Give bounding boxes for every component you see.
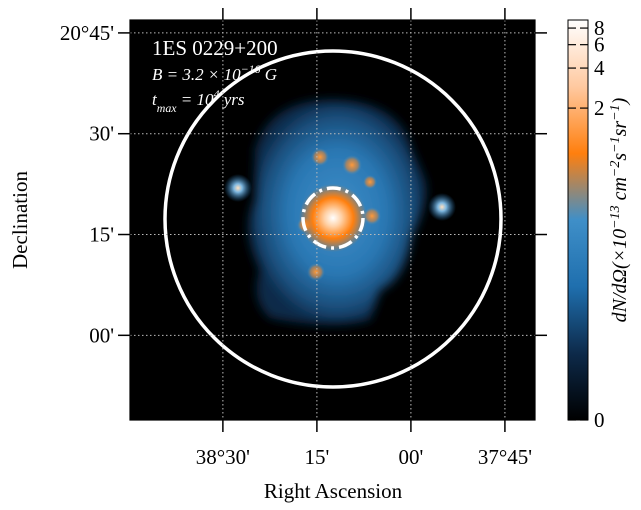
text-segment: −16 [241,62,261,76]
colorbar-tick-label: 6 [594,33,605,57]
colorbar-tick-label: 8 [594,16,605,40]
annotation-line: 1ES 0229+200 [152,36,278,60]
text-segment: t [152,90,158,109]
text-segment: ) [609,97,631,105]
colorbar-tick-label: 4 [594,56,605,80]
text-segment: B = 3.2 × 10 [152,65,241,84]
text-segment: −1 [608,104,623,120]
text-segment: = 10 [177,90,214,109]
colorbar-label: dN/dΩ(×10−13 cm−2s−1sr−1) [608,97,632,322]
text-segment: −13 [608,205,623,228]
x-tick-label: 00' [399,445,424,469]
text-segment: G [261,65,278,84]
x-axis-label: Right Ascension [264,479,403,503]
text-segment: −1 [608,136,623,152]
colorbar-tick-label: 0 [594,408,605,432]
text-segment: s [609,153,631,161]
colorbar-tick-label: 2 [594,96,605,120]
x-tick-label: 38°30' [196,445,250,469]
y-axis-label: Declination [8,171,32,269]
text-segment: cm [609,177,631,205]
x-tick-label: 15' [304,445,329,469]
text-segment: 1ES 0229+200 [152,36,278,60]
annotation-line: tmax = 104 yrs [152,87,245,115]
y-tick-label: 00' [89,323,114,347]
text-segment: yrs [219,90,244,109]
plot-area [129,19,536,421]
emission-map [163,49,503,389]
text-segment: 4 [214,87,220,101]
text-segment: dN/dΩ(×10 [609,229,631,323]
text-segment: −2 [608,161,623,177]
colorbar [567,19,589,421]
text-segment: max [157,101,178,115]
x-tick-label: 37°45' [478,445,532,469]
y-tick-label: 30' [89,122,114,146]
y-tick-label: 15' [89,223,114,247]
annotation-line: B = 3.2 × 10−16 G [152,62,277,84]
text-segment: sr [609,121,631,137]
plot-frame [129,19,536,421]
y-tick-label: 20°45' [60,21,114,45]
